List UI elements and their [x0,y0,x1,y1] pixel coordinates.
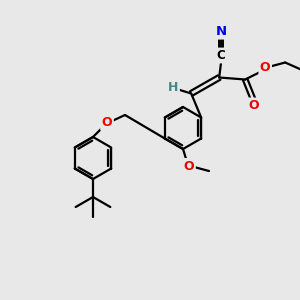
Text: O: O [249,99,260,112]
Text: O: O [102,116,112,130]
Text: H: H [168,81,178,94]
Text: N: N [216,25,227,38]
Text: O: O [184,160,194,172]
Text: O: O [260,61,271,74]
Text: C: C [217,49,226,62]
